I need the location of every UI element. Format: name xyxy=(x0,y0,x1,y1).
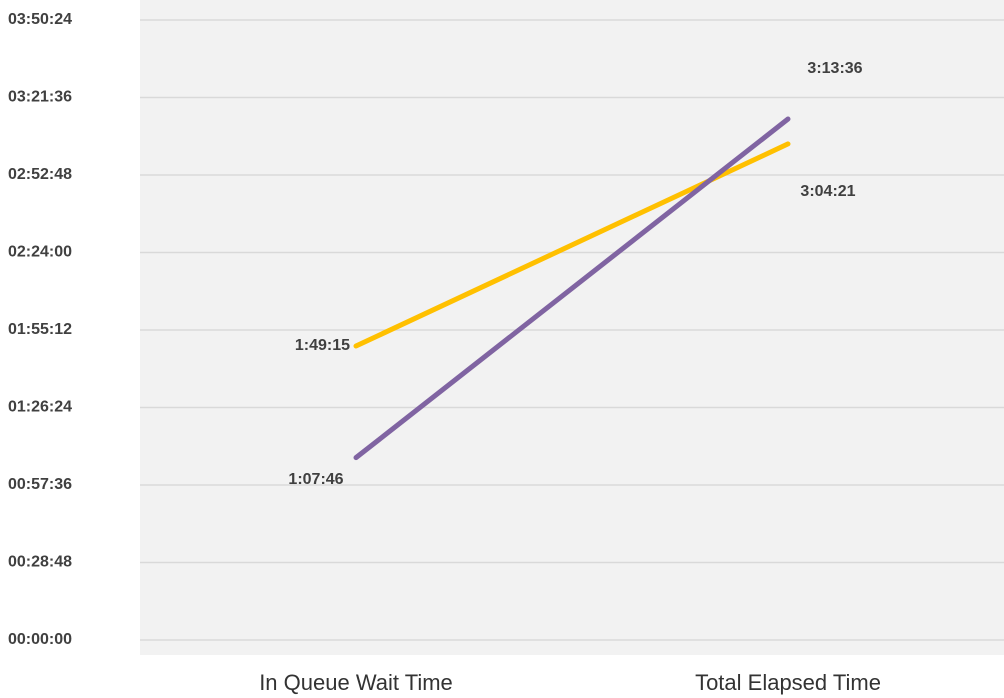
y-tick-label: 02:52:48 xyxy=(8,166,72,183)
y-tick-label: 01:26:24 xyxy=(8,399,72,416)
x-tick-label: Total Elapsed Time xyxy=(695,670,881,695)
y-tick-label: 01:55:12 xyxy=(8,321,72,338)
data-label: 3:04:21 xyxy=(800,183,855,200)
x-tick-label: In Queue Wait Time xyxy=(259,670,453,695)
y-tick-label: 00:28:48 xyxy=(8,554,72,571)
line-series xyxy=(353,116,791,461)
plot-background xyxy=(140,0,1004,655)
data-label: 3:13:36 xyxy=(807,60,862,77)
y-tick-label: 00:00:00 xyxy=(8,631,72,648)
y-tick-label: 03:50:24 xyxy=(8,11,72,28)
y-tick-label: 02:24:00 xyxy=(8,244,72,261)
y-tick-label: 03:21:36 xyxy=(8,89,72,106)
data-label: 1:49:15 xyxy=(295,337,350,354)
y-tick-label: 00:57:36 xyxy=(8,476,72,493)
data-label: 1:07:46 xyxy=(288,471,343,488)
